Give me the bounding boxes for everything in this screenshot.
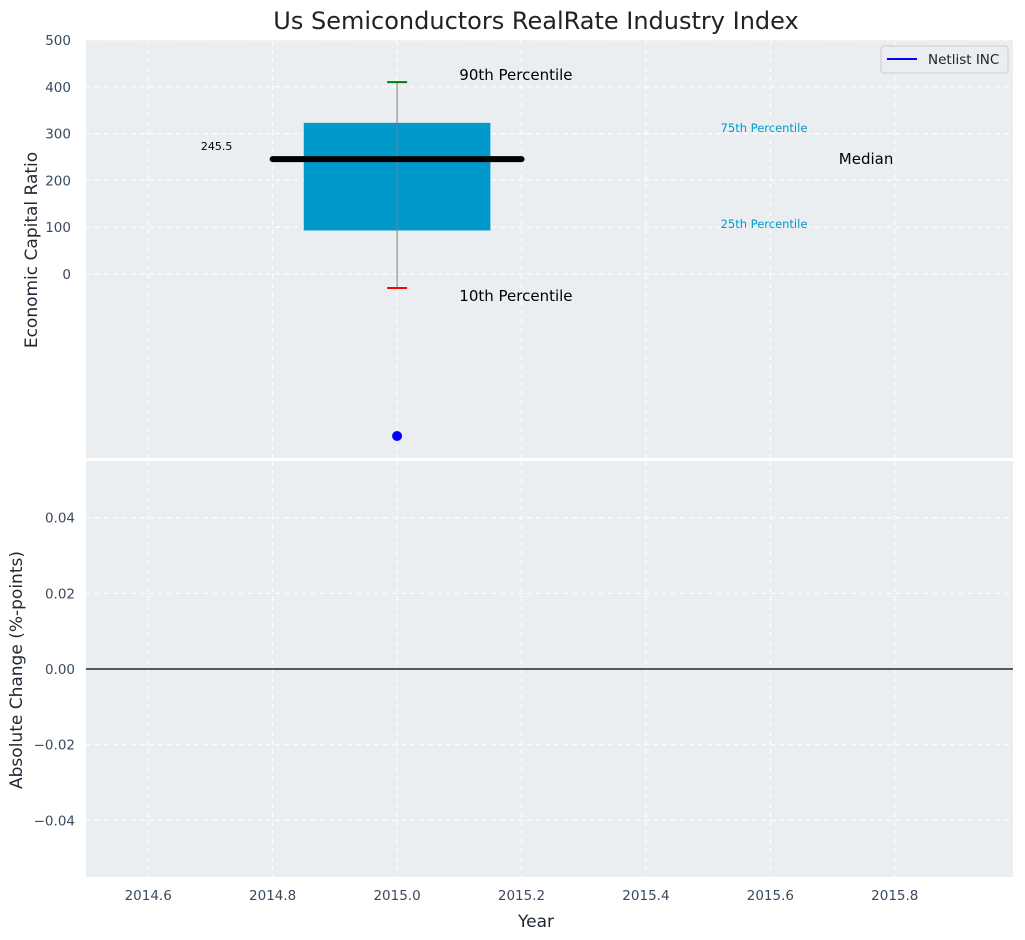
- bottom-y-tick-label: 0.04: [45, 511, 75, 527]
- bottom-y-axis-label: Absolute Change (%-points): [7, 551, 27, 789]
- netlist-point: [392, 431, 403, 441]
- legend-label: Netlist INC: [928, 52, 999, 68]
- bottom-y-tick-label: 0.00: [45, 662, 75, 678]
- top-y-tick-label: 0: [62, 267, 71, 283]
- x-tick-label: 2015.4: [622, 888, 669, 904]
- bottom-y-tick-label: 0.02: [45, 586, 75, 602]
- top-y-axis-label: Economic Capital Ratio: [22, 152, 42, 348]
- p75-annotation: 75th Percentile: [721, 121, 808, 135]
- x-tick-label: 2014.6: [125, 888, 172, 904]
- x-tick-label: 2015.8: [871, 888, 918, 904]
- legend-box: [880, 45, 1009, 74]
- x-axis-label: Year: [517, 912, 554, 932]
- p25-annotation: 25th Percentile: [721, 217, 808, 231]
- x-tick-label: 2015.2: [498, 888, 545, 904]
- chart-title: Us Semiconductors RealRate Industry Inde…: [273, 7, 798, 35]
- top-y-tick-label: 300: [45, 127, 71, 143]
- top-y-tick-label: 500: [45, 33, 71, 49]
- top-y-tick-label: 400: [45, 80, 71, 96]
- p90-annotation: 90th Percentile: [459, 66, 572, 84]
- x-tick-label: 2015.6: [747, 888, 794, 904]
- bottom-y-tick-label: −0.04: [34, 813, 75, 829]
- top-plot-area: [86, 40, 1013, 458]
- top-y-tick-label: 200: [45, 173, 71, 189]
- x-tick-label: 2015.0: [373, 888, 420, 904]
- bottom-y-tick-label: −0.02: [34, 738, 75, 754]
- median-value-label: 245.5: [201, 140, 233, 153]
- top-y-tick-label: 100: [45, 220, 71, 236]
- p10-annotation: 10th Percentile: [459, 287, 572, 305]
- x-tick-label: 2014.8: [249, 888, 296, 904]
- median-annotation: Median: [839, 150, 894, 168]
